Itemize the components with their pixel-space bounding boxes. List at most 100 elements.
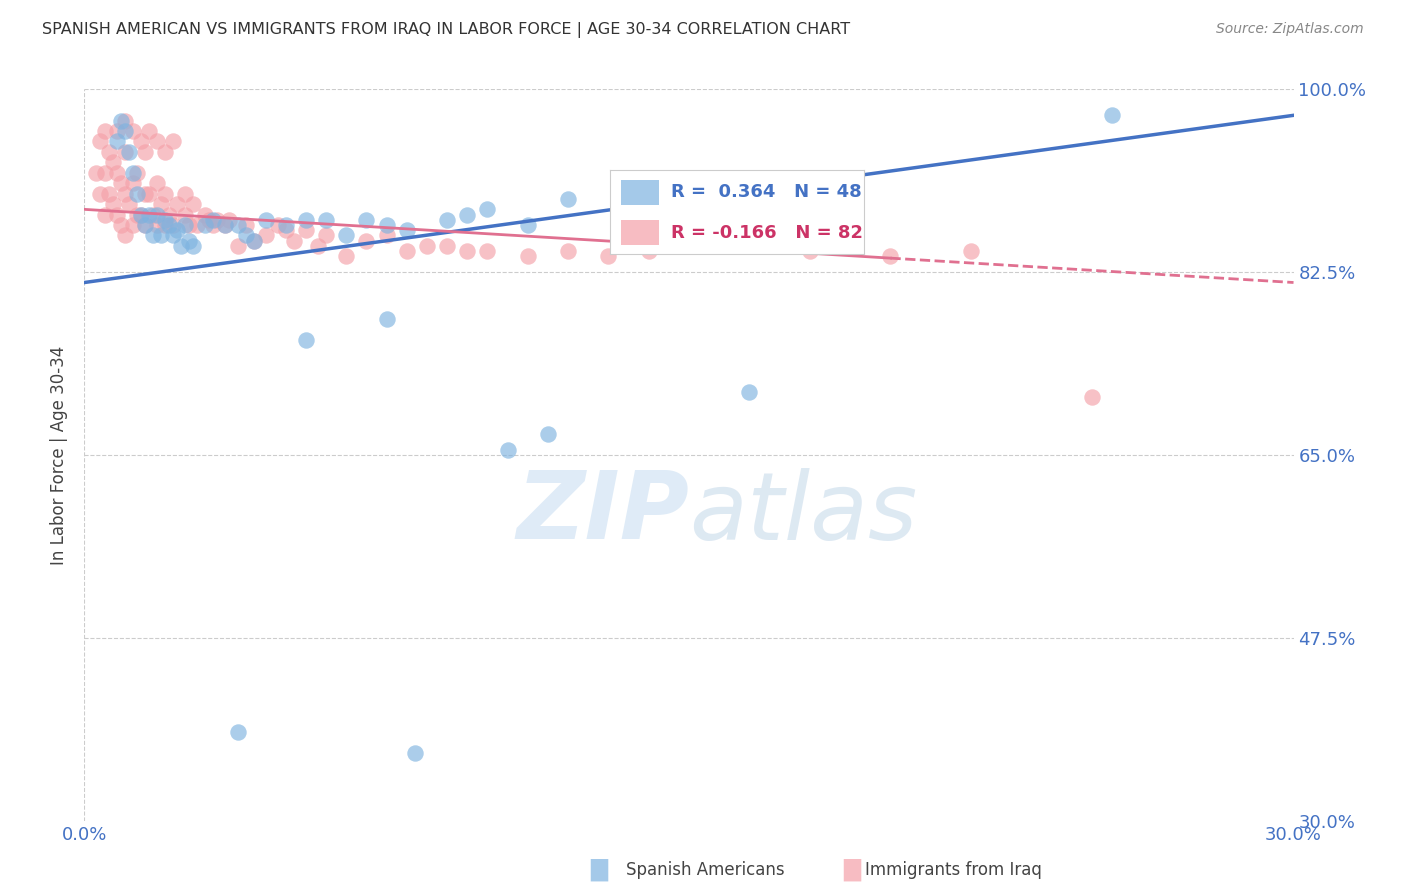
Point — [162, 218, 184, 232]
Point — [254, 212, 277, 227]
Point — [637, 244, 659, 259]
Point — [110, 113, 132, 128]
Text: Source: ZipAtlas.com: Source: ZipAtlas.com — [1216, 22, 1364, 37]
Point — [114, 228, 136, 243]
Point — [307, 239, 329, 253]
Point — [186, 218, 208, 232]
Point — [436, 239, 458, 253]
Point — [153, 145, 176, 159]
Point — [134, 186, 156, 201]
Point — [162, 135, 184, 149]
Point — [101, 197, 124, 211]
Point — [105, 166, 128, 180]
Point — [138, 186, 160, 201]
Point — [93, 208, 115, 222]
Point — [114, 145, 136, 159]
Point — [395, 244, 418, 259]
Point — [97, 186, 120, 201]
Point — [637, 208, 659, 222]
Bar — [620, 180, 658, 205]
Point — [162, 228, 184, 243]
Point — [121, 166, 143, 180]
Text: atlas: atlas — [689, 468, 917, 559]
Point — [105, 124, 128, 138]
Point — [960, 244, 983, 259]
Point — [295, 333, 318, 347]
Point — [226, 724, 249, 739]
Point — [138, 208, 160, 222]
Point — [97, 145, 120, 159]
Point — [105, 208, 128, 222]
Point — [181, 197, 204, 211]
Point — [125, 186, 148, 201]
Point — [134, 218, 156, 232]
Point — [477, 244, 499, 259]
Point — [118, 197, 141, 211]
Point — [149, 197, 172, 211]
Point — [202, 212, 225, 227]
Text: Spanish Americans: Spanish Americans — [626, 861, 785, 879]
Point — [146, 208, 169, 222]
Point — [295, 212, 318, 227]
Point — [174, 218, 197, 232]
Point — [129, 208, 152, 222]
Point — [315, 228, 337, 243]
Point — [516, 249, 538, 263]
Point — [416, 239, 439, 253]
Point — [153, 218, 176, 232]
Point — [799, 244, 821, 259]
Point — [214, 218, 236, 232]
Point — [194, 218, 217, 232]
Point — [114, 186, 136, 201]
Point — [174, 208, 197, 222]
Point — [121, 124, 143, 138]
Point — [456, 208, 478, 222]
Text: █: █ — [844, 858, 860, 881]
Point — [267, 218, 290, 232]
Point — [121, 176, 143, 190]
Point — [283, 234, 305, 248]
Point — [456, 244, 478, 259]
Point — [477, 202, 499, 217]
Point — [129, 135, 152, 149]
Point — [86, 166, 108, 180]
Point — [134, 218, 156, 232]
Point — [129, 208, 152, 222]
Point — [235, 228, 257, 243]
Point — [226, 239, 249, 253]
Point — [118, 145, 141, 159]
Point — [375, 228, 398, 243]
Point — [1101, 108, 1123, 122]
Point — [242, 234, 264, 248]
Point — [375, 218, 398, 232]
Point — [557, 244, 579, 259]
Text: R =  0.364   N = 48: R = 0.364 N = 48 — [671, 184, 862, 202]
Point — [93, 124, 115, 138]
Point — [114, 124, 136, 138]
Point — [718, 239, 741, 253]
Point — [404, 746, 426, 760]
Point — [315, 212, 337, 227]
Point — [356, 212, 378, 227]
Point — [537, 427, 560, 442]
Point — [93, 166, 115, 180]
Point — [395, 223, 418, 237]
Text: Immigrants from Iraq: Immigrants from Iraq — [865, 861, 1042, 879]
Y-axis label: In Labor Force | Age 30-34: In Labor Force | Age 30-34 — [51, 345, 69, 565]
Point — [202, 218, 225, 232]
Point — [142, 208, 165, 222]
Text: █: █ — [591, 858, 607, 881]
Point — [274, 223, 297, 237]
Point — [125, 208, 148, 222]
Point — [105, 135, 128, 149]
Point — [153, 212, 176, 227]
Point — [242, 234, 264, 248]
Text: R = -0.166   N = 82: R = -0.166 N = 82 — [671, 224, 863, 242]
Point — [179, 234, 201, 248]
Point — [121, 218, 143, 232]
Point — [149, 228, 172, 243]
Point — [179, 218, 201, 232]
Point — [146, 176, 169, 190]
Point — [214, 218, 236, 232]
Point — [738, 385, 761, 400]
